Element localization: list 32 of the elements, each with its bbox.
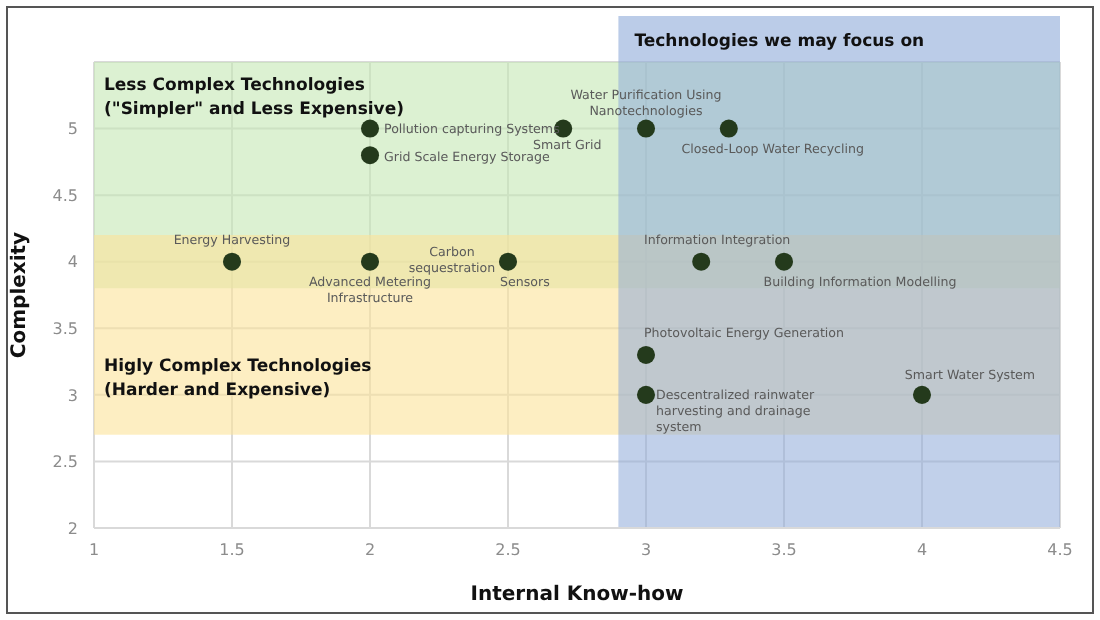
x-tick-label: 2.5 bbox=[495, 541, 521, 560]
y-tick-label: 5 bbox=[67, 120, 78, 139]
x-tick-label: 1 bbox=[88, 541, 100, 560]
y-tick-label: 3.5 bbox=[52, 319, 78, 338]
band-label: Technologies we may focus on bbox=[634, 32, 925, 52]
y-tick-label: 3 bbox=[67, 386, 78, 405]
x-tick-label: 2 bbox=[364, 541, 376, 560]
point bbox=[360, 146, 380, 165]
point bbox=[222, 252, 242, 271]
x-tick-label: 3 bbox=[640, 541, 652, 560]
point bbox=[719, 119, 738, 138]
y-axis-title: Complexity bbox=[9, 230, 32, 359]
x-axis-title: Internal Know-how bbox=[470, 584, 684, 606]
point bbox=[498, 252, 518, 271]
band-label: Higly Complex Technologies (Harder and Expensive) bbox=[104, 356, 372, 401]
point bbox=[360, 252, 380, 271]
x-tick-label: 1.5 bbox=[219, 541, 245, 560]
point bbox=[636, 119, 656, 138]
point bbox=[636, 345, 656, 364]
x-tick-label: 4.5 bbox=[1047, 541, 1073, 560]
point bbox=[774, 252, 794, 271]
y-tick-label: 4 bbox=[67, 253, 78, 272]
y-tick-label: 4.5 bbox=[52, 186, 78, 205]
point bbox=[912, 385, 932, 404]
y-tick-label: 2.5 bbox=[52, 453, 78, 472]
point bbox=[692, 252, 711, 271]
point bbox=[360, 119, 380, 138]
x-tick-label: 4 bbox=[916, 541, 928, 560]
x-tick-label: 3.5 bbox=[771, 541, 797, 560]
y-tick-label: 2 bbox=[67, 519, 78, 538]
band-label: Less Complex Technologies ("Simpler" and Less Expensive) bbox=[104, 76, 405, 120]
point bbox=[636, 385, 656, 404]
